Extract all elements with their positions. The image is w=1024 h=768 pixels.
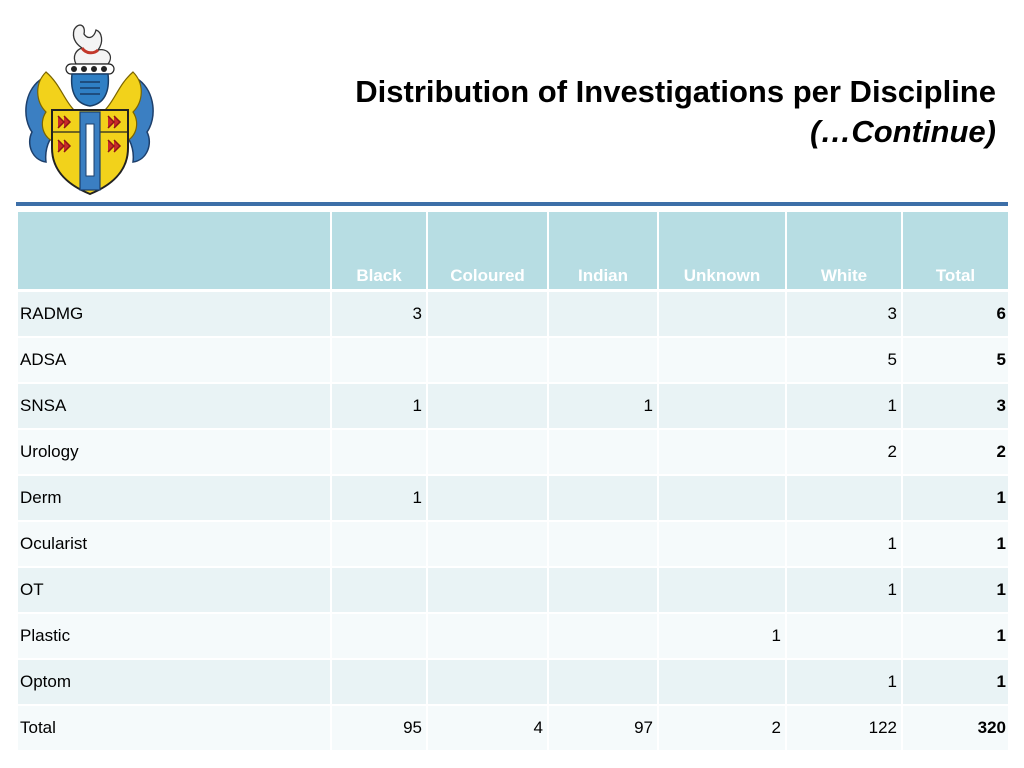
cell-white: 1 bbox=[787, 660, 901, 706]
cell-indian: 97 bbox=[549, 706, 657, 752]
table-row: Urology 2 2 bbox=[18, 430, 1008, 476]
table-row: Optom 1 1 bbox=[18, 660, 1008, 706]
row-label: RADMG bbox=[18, 292, 330, 338]
cell-unknown bbox=[659, 384, 785, 430]
cell-total: 1 bbox=[903, 476, 1008, 522]
investigations-table: Black Coloured Indian Unknown White Tota… bbox=[16, 212, 1010, 752]
cell-black bbox=[332, 430, 426, 476]
cell-coloured bbox=[428, 614, 547, 660]
table-row: ADSA 5 5 bbox=[18, 338, 1008, 384]
cell-total: 1 bbox=[903, 614, 1008, 660]
header-unknown: Unknown bbox=[659, 212, 785, 292]
cell-indian: 1 bbox=[549, 384, 657, 430]
page-title: Distribution of Investigations per Disci… bbox=[355, 72, 996, 152]
cell-total: 1 bbox=[903, 568, 1008, 614]
cell-white bbox=[787, 476, 901, 522]
cell-white: 5 bbox=[787, 338, 901, 384]
header-indian: Indian bbox=[549, 212, 657, 292]
cell-black: 1 bbox=[332, 476, 426, 522]
cell-black bbox=[332, 660, 426, 706]
table-row: Ocularist 1 1 bbox=[18, 522, 1008, 568]
cell-indian bbox=[549, 292, 657, 338]
cell-coloured bbox=[428, 476, 547, 522]
cell-unknown bbox=[659, 430, 785, 476]
header-total: Total bbox=[903, 212, 1008, 292]
table-row: Derm 1 1 bbox=[18, 476, 1008, 522]
row-label: Total bbox=[18, 706, 330, 752]
title-continue: (…Continue) bbox=[810, 114, 996, 149]
cell-black bbox=[332, 522, 426, 568]
cell-coloured bbox=[428, 384, 547, 430]
row-label: Derm bbox=[18, 476, 330, 522]
cell-unknown: 1 bbox=[659, 614, 785, 660]
cell-white: 1 bbox=[787, 384, 901, 430]
cell-coloured: 4 bbox=[428, 706, 547, 752]
cell-coloured bbox=[428, 338, 547, 384]
cell-white: 3 bbox=[787, 292, 901, 338]
header-discipline bbox=[18, 212, 330, 292]
table-row: RADMG 3 3 6 bbox=[18, 292, 1008, 338]
cell-unknown bbox=[659, 522, 785, 568]
header-row: Black Coloured Indian Unknown White Tota… bbox=[18, 212, 1008, 292]
cell-white: 122 bbox=[787, 706, 901, 752]
cell-indian bbox=[549, 338, 657, 384]
row-label: Urology bbox=[18, 430, 330, 476]
cell-unknown bbox=[659, 292, 785, 338]
row-label: SNSA bbox=[18, 384, 330, 430]
cell-white: 1 bbox=[787, 522, 901, 568]
cell-unknown bbox=[659, 476, 785, 522]
totals-row: Total 95 4 97 2 122 320 bbox=[18, 706, 1008, 752]
cell-black bbox=[332, 568, 426, 614]
cell-black bbox=[332, 614, 426, 660]
cell-unknown bbox=[659, 660, 785, 706]
title-main: Distribution of Investigations per Disci… bbox=[355, 74, 996, 109]
row-label: Ocularist bbox=[18, 522, 330, 568]
header-coloured: Coloured bbox=[428, 212, 547, 292]
cell-unknown bbox=[659, 338, 785, 384]
cell-white: 2 bbox=[787, 430, 901, 476]
cell-indian bbox=[549, 522, 657, 568]
cell-indian bbox=[549, 660, 657, 706]
cell-black: 3 bbox=[332, 292, 426, 338]
coat-of-arms-logo bbox=[25, 24, 154, 196]
cell-total: 2 bbox=[903, 430, 1008, 476]
cell-indian bbox=[549, 430, 657, 476]
cell-coloured bbox=[428, 430, 547, 476]
cell-total: 1 bbox=[903, 660, 1008, 706]
cell-total: 5 bbox=[903, 338, 1008, 384]
row-label: Optom bbox=[18, 660, 330, 706]
cell-total: 1 bbox=[903, 522, 1008, 568]
cell-coloured bbox=[428, 660, 547, 706]
table-row: Plastic 1 1 bbox=[18, 614, 1008, 660]
cell-coloured bbox=[428, 292, 547, 338]
cell-black bbox=[332, 338, 426, 384]
cell-unknown bbox=[659, 568, 785, 614]
cell-indian bbox=[549, 476, 657, 522]
cell-total: 320 bbox=[903, 706, 1008, 752]
cell-indian bbox=[549, 614, 657, 660]
cell-coloured bbox=[428, 568, 547, 614]
cell-total: 3 bbox=[903, 384, 1008, 430]
cell-indian bbox=[549, 568, 657, 614]
cell-white: 1 bbox=[787, 568, 901, 614]
row-label: ADSA bbox=[18, 338, 330, 384]
cell-white bbox=[787, 614, 901, 660]
cell-black: 95 bbox=[332, 706, 426, 752]
title-divider bbox=[16, 202, 1008, 206]
row-label: Plastic bbox=[18, 614, 330, 660]
cell-black: 1 bbox=[332, 384, 426, 430]
header-black: Black bbox=[332, 212, 426, 292]
table-row: SNSA 1 1 1 3 bbox=[18, 384, 1008, 430]
table-row: OT 1 1 bbox=[18, 568, 1008, 614]
cell-unknown: 2 bbox=[659, 706, 785, 752]
row-label: OT bbox=[18, 568, 330, 614]
cell-coloured bbox=[428, 522, 547, 568]
cell-total: 6 bbox=[903, 292, 1008, 338]
header-white: White bbox=[787, 212, 901, 292]
